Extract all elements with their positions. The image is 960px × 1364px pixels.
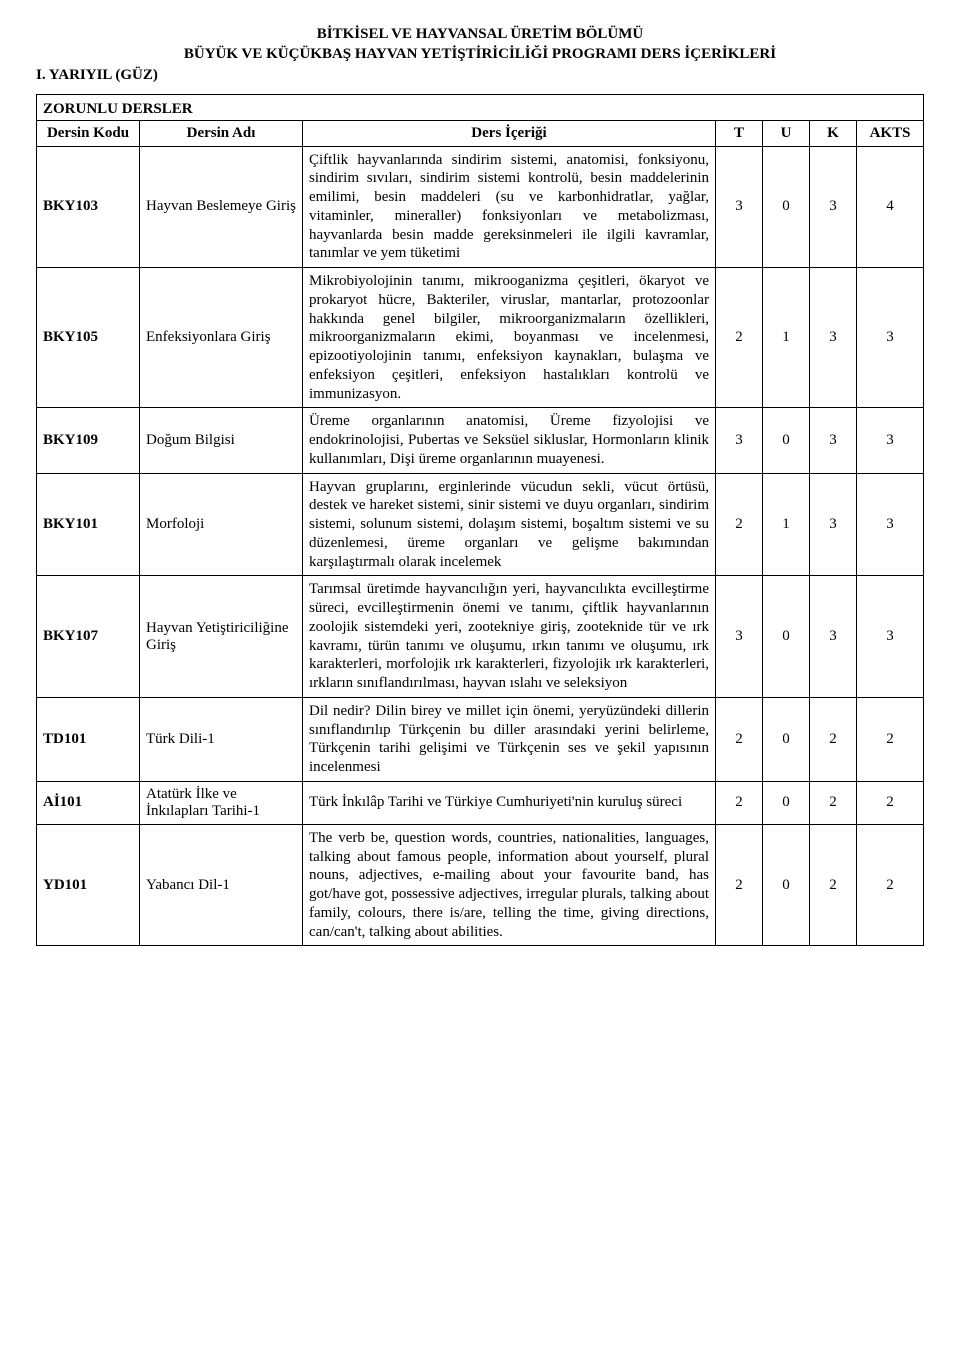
cell-content: Mikrobiyolojinin tanımı, mikrooganizma ç… — [303, 268, 716, 408]
cell-akts: 3 — [857, 473, 924, 576]
cell-content: The verb be, question words, countries, … — [303, 824, 716, 945]
cell-k: 3 — [810, 576, 857, 698]
cell-akts: 3 — [857, 268, 924, 408]
cell-content: Türk İnkılâp Tarihi ve Türkiye Cumhuriye… — [303, 781, 716, 824]
cell-u: 0 — [763, 781, 810, 824]
table-row: BKY107Hayvan Yetiştiriciliğine GirişTarı… — [37, 576, 923, 698]
cell-code: BKY103 — [37, 146, 140, 268]
cell-t: 2 — [716, 473, 763, 576]
table-row: Aİ101Atatürk İlke ve İnkılapları Tarihi-… — [37, 781, 923, 824]
cell-content: Hayvan gruplarını, erginlerinde vücudun … — [303, 473, 716, 576]
cell-t: 2 — [716, 268, 763, 408]
cell-code: BKY101 — [37, 473, 140, 576]
col-header-akts: AKTS — [857, 120, 924, 146]
col-header-code: Dersin Kodu — [37, 120, 140, 146]
cell-name: Enfeksiyonlara Giriş — [140, 268, 303, 408]
cell-k: 2 — [810, 781, 857, 824]
cell-u: 1 — [763, 268, 810, 408]
cell-name: Morfoloji — [140, 473, 303, 576]
cell-u: 0 — [763, 697, 810, 781]
cell-akts: 4 — [857, 146, 924, 268]
header-line-1: BİTKİSEL VE HAYVANSAL ÜRETİM BÖLÜMÜ — [36, 24, 924, 44]
cell-k: 3 — [810, 268, 857, 408]
cell-content: Üreme organlarının anatomisi, Üreme fizy… — [303, 408, 716, 473]
cell-code: TD101 — [37, 697, 140, 781]
cell-k: 2 — [810, 697, 857, 781]
course-table-frame: ZORUNLU DERSLER Dersin Kodu Dersin Adı D… — [36, 94, 924, 947]
cell-akts: 2 — [857, 697, 924, 781]
cell-content: Dil nedir? Dilin birey ve millet için ön… — [303, 697, 716, 781]
cell-t: 3 — [716, 576, 763, 698]
cell-akts: 3 — [857, 576, 924, 698]
header-line-2: BÜYÜK VE KÜÇÜKBAŞ HAYVAN YETİŞTİRİCİLİĞİ… — [36, 44, 924, 64]
table-header-row: Dersin Kodu Dersin Adı Ders İçeriği T U … — [37, 120, 923, 146]
table-row: BKY101MorfolojiHayvan gruplarını, erginl… — [37, 473, 923, 576]
cell-code: BKY105 — [37, 268, 140, 408]
col-header-content: Ders İçeriği — [303, 120, 716, 146]
cell-name: Yabancı Dil-1 — [140, 824, 303, 945]
cell-akts: 3 — [857, 408, 924, 473]
cell-t: 3 — [716, 146, 763, 268]
cell-code: YD101 — [37, 824, 140, 945]
cell-t: 2 — [716, 824, 763, 945]
col-header-u: U — [763, 120, 810, 146]
col-header-t: T — [716, 120, 763, 146]
cell-u: 0 — [763, 824, 810, 945]
table-row: BKY105Enfeksiyonlara GirişMikrobiyolojin… — [37, 268, 923, 408]
cell-code: BKY109 — [37, 408, 140, 473]
cell-t: 3 — [716, 408, 763, 473]
cell-k: 3 — [810, 408, 857, 473]
cell-name: Doğum Bilgisi — [140, 408, 303, 473]
cell-k: 2 — [810, 824, 857, 945]
cell-u: 0 — [763, 408, 810, 473]
cell-u: 0 — [763, 146, 810, 268]
cell-name: Hayvan Beslemeye Giriş — [140, 146, 303, 268]
cell-t: 2 — [716, 697, 763, 781]
table-row: TD101Türk Dili-1Dil nedir? Dilin birey v… — [37, 697, 923, 781]
cell-content: Çiftlik hayvanlarında sindirim sistemi, … — [303, 146, 716, 268]
cell-akts: 2 — [857, 824, 924, 945]
cell-u: 1 — [763, 473, 810, 576]
section-title: ZORUNLU DERSLER — [37, 95, 923, 120]
cell-code: BKY107 — [37, 576, 140, 698]
cell-akts: 2 — [857, 781, 924, 824]
cell-content: Tarımsal üretimde hayvancılığın yeri, ha… — [303, 576, 716, 698]
cell-name: Hayvan Yetiştiriciliğine Giriş — [140, 576, 303, 698]
table-row: BKY103Hayvan Beslemeye GirişÇiftlik hayv… — [37, 146, 923, 268]
table-row: YD101Yabancı Dil-1The verb be, question … — [37, 824, 923, 945]
col-header-k: K — [810, 120, 857, 146]
table-row: BKY109Doğum BilgisiÜreme organlarının an… — [37, 408, 923, 473]
cell-code: Aİ101 — [37, 781, 140, 824]
semester-label: I. YARIYIL (GÜZ) — [36, 67, 924, 84]
course-table: Dersin Kodu Dersin Adı Ders İçeriği T U … — [37, 120, 923, 946]
cell-k: 3 — [810, 146, 857, 268]
cell-u: 0 — [763, 576, 810, 698]
cell-name: Atatürk İlke ve İnkılapları Tarihi-1 — [140, 781, 303, 824]
col-header-name: Dersin Adı — [140, 120, 303, 146]
cell-t: 2 — [716, 781, 763, 824]
cell-name: Türk Dili-1 — [140, 697, 303, 781]
cell-k: 3 — [810, 473, 857, 576]
